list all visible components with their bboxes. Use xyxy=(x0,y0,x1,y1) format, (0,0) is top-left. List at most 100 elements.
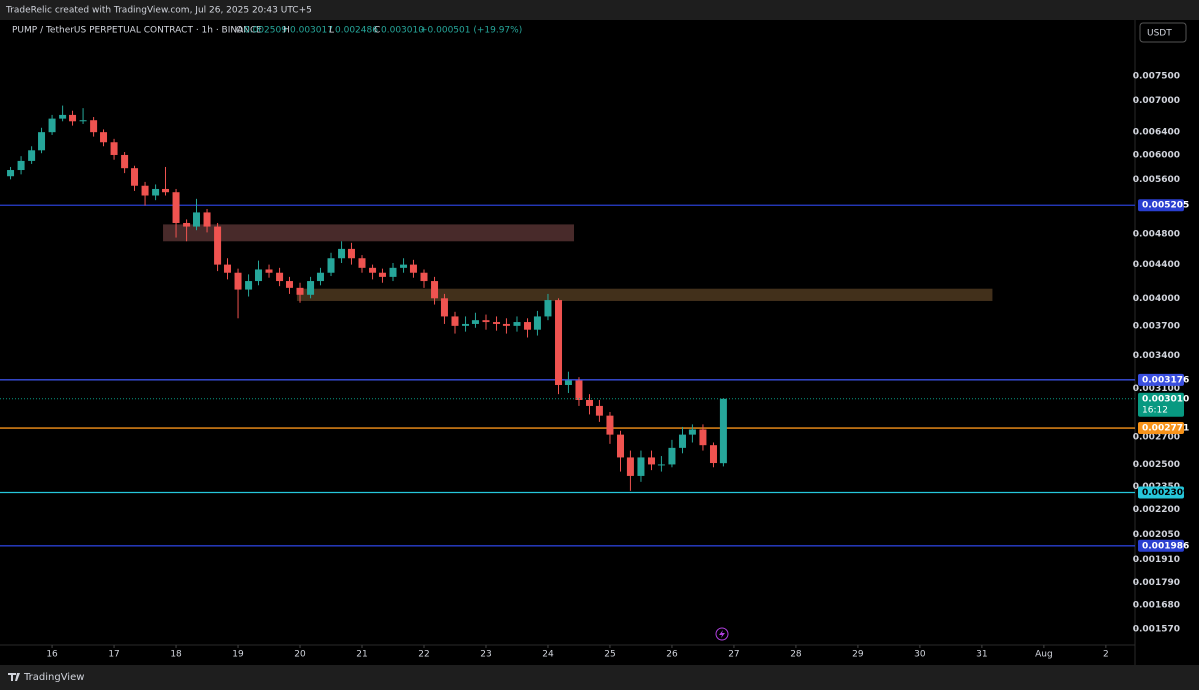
x-tick-label: 21 xyxy=(356,650,367,660)
candle-body xyxy=(223,264,231,273)
plot-area: 0.007500 0.007000 0.006400 0.006000 0.005600… xyxy=(0,72,1189,660)
legend-change: +0.000501 (+19.97%) xyxy=(420,26,522,36)
candle-body xyxy=(17,160,25,171)
y-tick-label: 0.001910 xyxy=(1133,555,1180,565)
candle-body xyxy=(131,168,139,186)
candle-body xyxy=(471,320,479,324)
currency-button[interactable] xyxy=(1139,22,1187,43)
candle-body xyxy=(719,398,727,464)
currency[interactable]: USDT xyxy=(1147,29,1172,39)
candle-body xyxy=(378,272,386,277)
hline-label-box xyxy=(1138,486,1184,499)
candle-body xyxy=(347,248,355,259)
candle-body xyxy=(389,267,397,277)
x-tick-label: Aug xyxy=(1035,650,1053,660)
y-tick-label: 0.007000 xyxy=(1133,96,1180,106)
y-tick-label: 0.004800 xyxy=(1133,229,1180,239)
legend-h: 0.003017 xyxy=(290,26,333,36)
event-icon-bolt xyxy=(719,630,725,638)
candle-body xyxy=(265,269,273,273)
hline-label-box xyxy=(1138,422,1184,435)
candle-body xyxy=(533,316,541,330)
x-tick-label: 16 xyxy=(46,650,58,660)
legend-c: 0.003010 xyxy=(381,26,424,36)
x-tick-label: 18 xyxy=(170,650,182,660)
x-tick-label: 31 xyxy=(976,650,987,660)
candle-body xyxy=(400,264,408,268)
event-icon[interactable] xyxy=(715,627,729,641)
x-tick-label: 30 xyxy=(914,650,926,660)
candle-body xyxy=(544,300,552,317)
hline-label: 0.001986 xyxy=(1142,541,1189,551)
x-tick-label: 28 xyxy=(790,650,802,660)
x-tick-label: 23 xyxy=(480,650,491,660)
y-tick-label: 0.002700 xyxy=(1133,433,1180,443)
legend-h-label: H xyxy=(283,26,290,36)
candle-body xyxy=(307,281,315,295)
x-tick-label: 2 xyxy=(1103,650,1109,660)
hline-label-box xyxy=(1138,199,1184,212)
candle-body xyxy=(285,281,293,288)
y-tick-label: 0.006000 xyxy=(1133,150,1180,160)
candle-body xyxy=(462,323,470,326)
candle-body xyxy=(626,457,634,476)
candle-body xyxy=(440,298,448,317)
y-tick-label: 0.002200 xyxy=(1133,505,1180,515)
candle-body xyxy=(369,267,377,273)
candle-body xyxy=(431,281,439,299)
credit: TradeRelic created with TradingView.com,… xyxy=(5,6,312,16)
hline-label: 0.005205 xyxy=(1142,201,1189,211)
candle-body xyxy=(183,222,191,227)
candle-body xyxy=(564,380,572,385)
candle-body xyxy=(482,320,490,323)
candle-body xyxy=(90,120,98,133)
candle-body xyxy=(358,258,366,268)
hline-label-box xyxy=(1138,373,1184,386)
y-tick-label: 0.003400 xyxy=(1133,351,1180,361)
candle-body xyxy=(245,281,253,290)
candle-body xyxy=(699,429,707,446)
candle-body xyxy=(162,188,170,193)
x-tick-label: 25 xyxy=(604,650,615,660)
candle-body xyxy=(141,185,149,196)
hline-label: 0.002309 xyxy=(1142,488,1189,498)
y-tick-label: 0.003100 xyxy=(1133,384,1180,394)
y-tick-label: 0.004400 xyxy=(1133,260,1180,270)
y-tick-label: 0.003700 xyxy=(1133,321,1180,331)
candle-body xyxy=(555,300,563,385)
countdown: 16:12 xyxy=(1142,405,1168,415)
legend-l-label: L xyxy=(329,26,334,36)
hline-label: 0.003176 xyxy=(1142,375,1189,385)
candle-body xyxy=(121,154,129,169)
x-tick-label: 19 xyxy=(232,650,244,660)
y-tick-label: 0.002050 xyxy=(1133,530,1180,540)
candle-body xyxy=(327,258,335,273)
y-tick-label: 0.005600 xyxy=(1133,175,1180,185)
candle-body xyxy=(688,429,696,435)
candle-body xyxy=(668,447,676,465)
legend-o: 0.002509 xyxy=(244,26,287,36)
candle-body xyxy=(296,287,304,295)
candle-body xyxy=(647,457,655,465)
zone xyxy=(163,224,575,242)
last-price-box xyxy=(1138,392,1184,417)
candle-body xyxy=(172,192,180,223)
candle-body xyxy=(451,316,459,326)
candle-body xyxy=(69,114,77,122)
footer-brand: TradingView xyxy=(23,672,84,683)
y-tick-label: 0.002500 xyxy=(1133,460,1180,470)
candle-body xyxy=(678,434,686,448)
legend-l: 0.002486 xyxy=(335,26,378,36)
candle-body xyxy=(28,150,36,161)
candle-body xyxy=(234,272,242,290)
candle-body xyxy=(276,272,284,282)
x-tick-label: 27 xyxy=(728,650,739,660)
candle-body xyxy=(254,269,262,282)
hline-label-box xyxy=(1138,539,1184,552)
candle-body xyxy=(338,248,346,259)
candle-body xyxy=(709,445,717,464)
candle-body xyxy=(420,272,428,282)
candle-body xyxy=(59,114,67,119)
candle-body xyxy=(595,405,603,416)
